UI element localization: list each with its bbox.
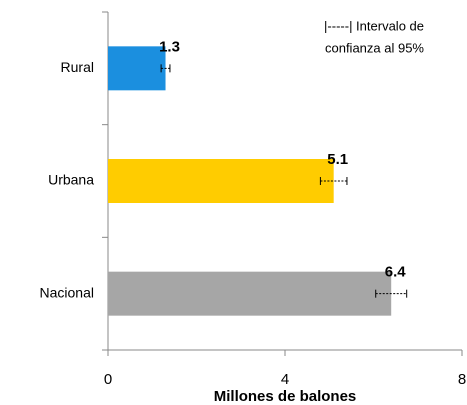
- error-bar: [375, 289, 408, 298]
- annotation: |-----| Intervalo de: [324, 18, 424, 33]
- y-tick-label: Urbana: [48, 172, 94, 188]
- data-label: 1.3: [159, 38, 180, 55]
- bar: [108, 46, 166, 91]
- x-tick-label: 4: [281, 371, 289, 388]
- x-tick-label: 8: [458, 371, 466, 388]
- bar: [108, 271, 392, 316]
- error-bar: [160, 64, 171, 73]
- x-tick-label: 0: [104, 371, 112, 388]
- annotation: confianza al 95%: [325, 40, 424, 55]
- x-axis-title: Millones de balones: [214, 388, 357, 405]
- data-label: 6.4: [385, 264, 407, 281]
- error-bar: [319, 177, 348, 185]
- bar: [108, 159, 334, 203]
- y-tick-label: Rural: [61, 59, 94, 75]
- y-tick-label: Nacional: [40, 284, 94, 300]
- data-label: 5.1: [327, 151, 348, 168]
